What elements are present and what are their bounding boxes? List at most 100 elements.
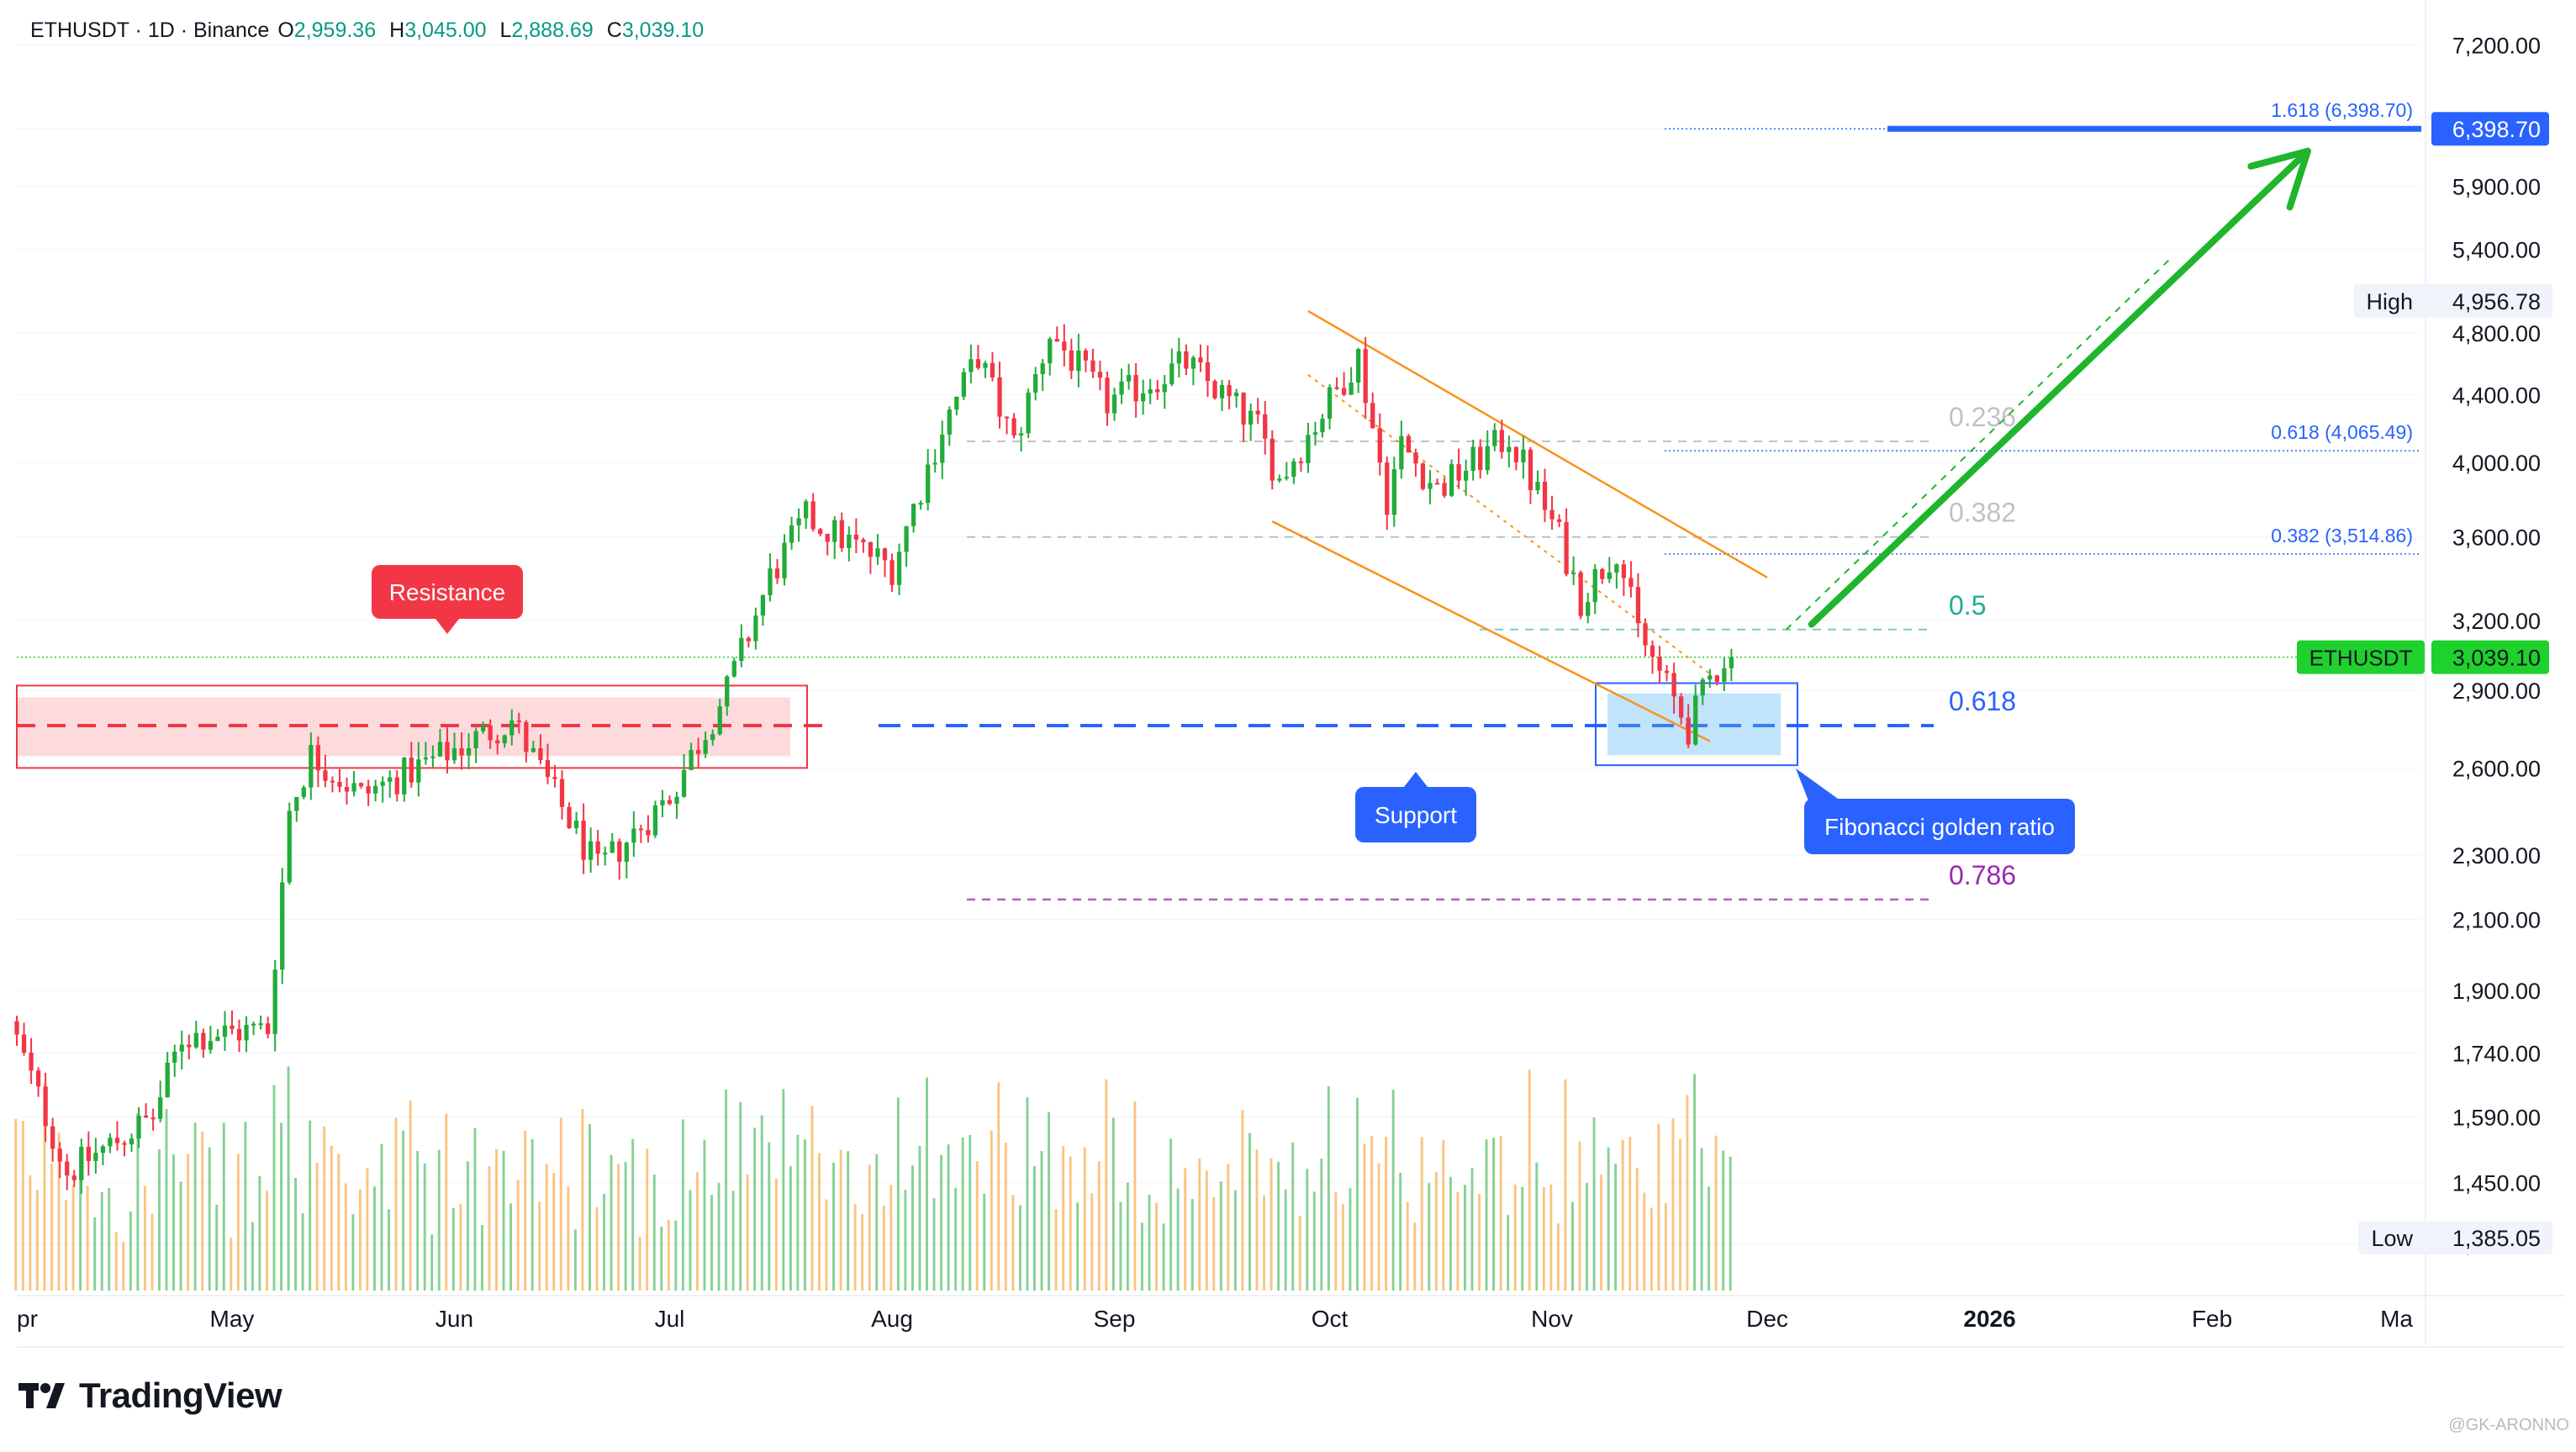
volume-bar — [889, 1185, 893, 1291]
candle-body — [725, 676, 730, 707]
candle-body — [1190, 357, 1196, 369]
candle-body — [287, 810, 292, 883]
last-price-tag-text: 3,039.10 — [2452, 646, 2541, 671]
support-callout-pointer — [1404, 772, 1428, 787]
candle-body — [545, 760, 551, 778]
candle-body — [961, 372, 966, 397]
volume-bar — [394, 1117, 398, 1291]
candle-body — [1578, 572, 1583, 616]
volume-bar — [932, 1197, 936, 1291]
candle-body — [1643, 623, 1648, 646]
x-tick-label: Feb — [2192, 1306, 2232, 1332]
y-tick-label: 4,000.00 — [2452, 451, 2541, 476]
volume-bar — [1464, 1185, 1466, 1291]
candle-body — [1614, 564, 1619, 573]
volume-bar — [14, 1118, 18, 1291]
tradingview-logo[interactable]: TradingView — [18, 1375, 282, 1416]
candle-body — [581, 821, 586, 860]
volume-bar — [1413, 1222, 1417, 1291]
candle-body — [150, 1117, 156, 1120]
volume-bar — [1263, 1195, 1265, 1291]
candle-body — [93, 1153, 98, 1161]
close-label: C — [606, 18, 622, 42]
candle-body — [1693, 695, 1698, 745]
volume-bar — [1678, 1138, 1681, 1291]
volume-bar — [1420, 1137, 1423, 1291]
volume-bar — [1018, 1205, 1021, 1291]
y-tick-label: 4,800.00 — [2452, 321, 2541, 346]
volume-bar — [29, 1175, 32, 1291]
volume-bar — [266, 1191, 268, 1291]
volume-bar — [703, 1139, 706, 1291]
golden-ratio-callout-pointer — [1796, 768, 1838, 807]
volume-bar — [1155, 1202, 1159, 1291]
symbol-header: ETHUSDT · 1D · Binance O2,959.36 H3,045.… — [30, 18, 709, 43]
volume-bar — [323, 1126, 326, 1291]
volume-bar — [646, 1148, 649, 1291]
volume-bar — [1312, 1191, 1316, 1291]
volume-bar — [136, 1113, 140, 1291]
volume-bar — [480, 1225, 483, 1291]
volume-bar — [1528, 1069, 1531, 1291]
candle-body — [1549, 510, 1555, 520]
last-price-tag-bg — [2431, 640, 2549, 674]
volume-bar — [918, 1145, 921, 1291]
volume-bar — [810, 1106, 814, 1291]
close-value: 3,039.10 — [621, 18, 705, 42]
symbol-price-tag: ETHUSDT — [2297, 640, 2425, 674]
resistance-callout[interactable]: Resistance — [372, 565, 523, 634]
candle-body — [1026, 392, 1031, 434]
support-callout[interactable]: Support — [1355, 772, 1476, 842]
candle-body — [818, 529, 823, 534]
volume-bar — [861, 1213, 864, 1291]
candle-body — [409, 758, 414, 783]
volume-bar — [57, 1132, 61, 1291]
candle-body — [1141, 393, 1146, 402]
candle-body — [1233, 393, 1239, 397]
volume-bar — [437, 1149, 441, 1291]
volume-bar — [1205, 1170, 1208, 1291]
y-tick-label: 1,900.00 — [2452, 979, 2541, 1004]
volume-bar — [1391, 1089, 1395, 1291]
candle-body — [1722, 668, 1727, 682]
candle-body — [57, 1148, 62, 1162]
volume-bar — [1198, 1158, 1201, 1291]
candle-body — [926, 464, 931, 504]
symbol-title: ETHUSDT · 1D · Binance — [30, 18, 270, 42]
resistance-callout-bg — [372, 565, 523, 619]
candle-body — [344, 786, 350, 792]
volume-bar — [1470, 1168, 1474, 1291]
volume-bar — [1341, 1204, 1344, 1291]
volume-bar — [1148, 1194, 1151, 1291]
candle-body — [114, 1138, 120, 1143]
candle-body — [1133, 375, 1138, 402]
candle-body — [1306, 435, 1311, 463]
volume-bar — [1270, 1158, 1273, 1291]
volume-bar — [1349, 1188, 1352, 1291]
volume-bar — [588, 1124, 591, 1291]
volume-bar — [287, 1066, 290, 1291]
candle-body — [1700, 679, 1705, 696]
volume-bar — [1592, 1117, 1596, 1291]
tradingview-logo-icon — [18, 1383, 65, 1408]
candle-body — [1370, 403, 1375, 429]
candle-body — [1377, 428, 1382, 463]
candle-body — [531, 747, 536, 752]
y-tick-label: 4,400.00 — [2452, 383, 2541, 408]
volume-bar — [567, 1186, 570, 1291]
volume-bar — [1069, 1156, 1072, 1291]
candle-body — [1248, 410, 1254, 425]
volume-bar — [1227, 1164, 1230, 1291]
candle-body — [1714, 675, 1719, 682]
candle-body — [165, 1062, 170, 1098]
volume-bar — [315, 1163, 319, 1291]
volume-bar — [1097, 1161, 1101, 1291]
candle-body — [1198, 357, 1203, 363]
candle-body — [459, 747, 464, 756]
volume-bar — [1671, 1118, 1675, 1291]
golden-ratio-callout[interactable]: Fibonacci golden ratio — [1796, 768, 2075, 854]
volume-bar — [236, 1154, 240, 1291]
candle-body — [1011, 418, 1016, 436]
x-tick-label: Nov — [1531, 1306, 1573, 1332]
